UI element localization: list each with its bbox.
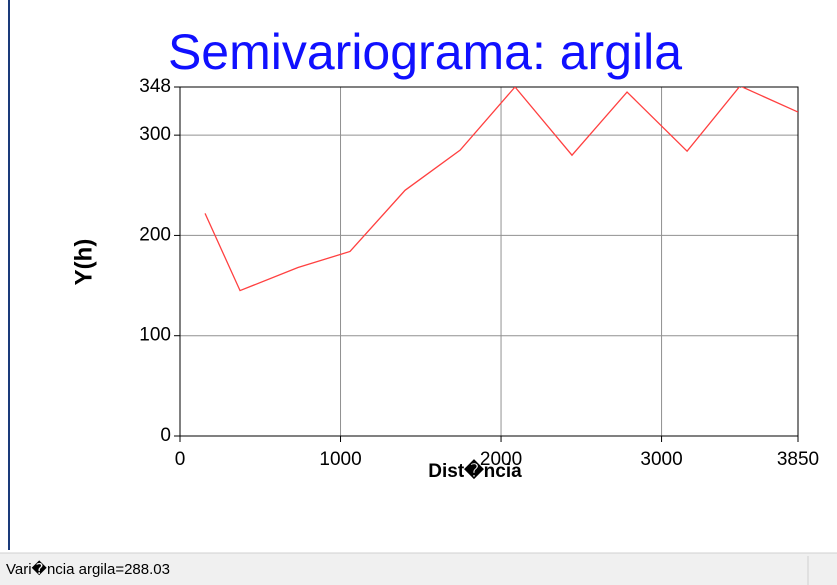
plot-frame bbox=[179, 86, 799, 437]
status-text: Vari�ncia argila=288.03 bbox=[6, 560, 170, 578]
y-tick-label: 300 bbox=[139, 124, 171, 145]
data-line bbox=[204, 87, 798, 292]
status-bar bbox=[0, 553, 837, 585]
x-tick-label: 3000 bbox=[640, 449, 682, 470]
x-tick-label: 3850 bbox=[777, 449, 819, 470]
x-tick-label: 0 bbox=[175, 449, 186, 470]
x-tick-label: 2000 bbox=[480, 449, 522, 470]
window-border bbox=[8, 0, 10, 550]
y-tick-label: 200 bbox=[139, 224, 171, 245]
y-axis-label: Y(h) bbox=[70, 239, 97, 286]
y-tick-label: 348 bbox=[139, 76, 171, 97]
y-tick-label: 0 bbox=[160, 425, 171, 446]
y-tick-label: 100 bbox=[139, 325, 171, 346]
x-tick-label: 1000 bbox=[319, 449, 361, 470]
plot: 0 100 200 300 348 0 1000 2000 3000 3850 bbox=[139, 76, 819, 470]
chart-title: Semivariograma: argila bbox=[168, 24, 682, 80]
plot-area bbox=[180, 87, 798, 436]
x-axis-label: Dist�ncia bbox=[428, 459, 522, 482]
